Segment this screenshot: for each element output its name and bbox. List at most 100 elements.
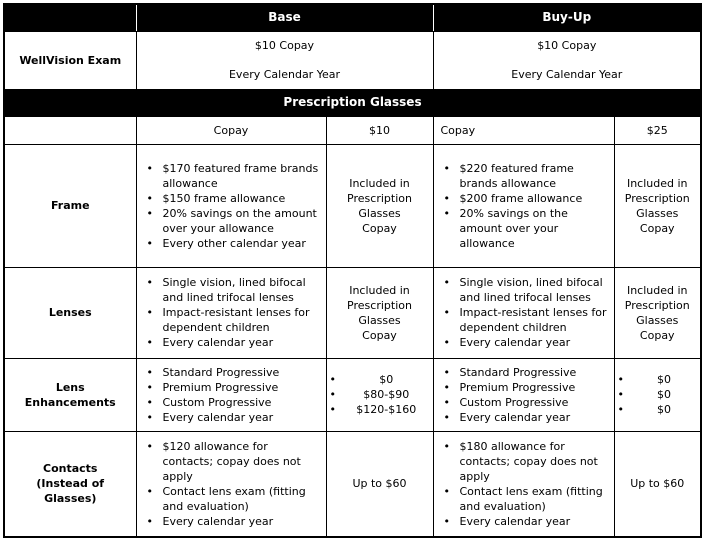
bullet-item: • Every calendar year xyxy=(145,335,320,350)
bullet-icon: • xyxy=(329,403,337,416)
bullet-item: • Every calendar year xyxy=(442,335,608,350)
bullet-text: 20% savings on the amount over your allo… xyxy=(162,206,317,235)
bullet-icon: • xyxy=(146,206,154,220)
frame-base-cost: Included in Prescription Glasses Copay xyxy=(325,143,434,268)
bullet-icon: • xyxy=(146,306,154,319)
frame-base-details: • $170 featured frame brands allowance • $1… xyxy=(135,143,327,268)
plan-header-spacer xyxy=(3,3,137,32)
bullet-text: $220 featured frame brands allowance xyxy=(459,161,574,190)
bullet-icon: • xyxy=(617,388,625,401)
bullet-text: Every calendar year xyxy=(459,514,571,528)
frame-buyup-details: • $220 featured frame brands allowance • $2… xyxy=(432,143,615,268)
lenses-row: Lenses • Single vision, lined bifocal and… xyxy=(3,266,702,359)
bullet-text: $120-$160 xyxy=(356,403,417,416)
bullet-item: • $170 featured frame brands allowance xyxy=(145,161,320,191)
bullet-text: $150 frame allowance xyxy=(162,191,286,205)
bullet-text: Every other calendar year xyxy=(162,236,306,250)
bullet-icon: • xyxy=(146,276,154,289)
bullet-item: • $220 featured frame brands allowance xyxy=(442,161,608,191)
lens-enhancements-buyup-cost: • $0 • $0 • $0 xyxy=(613,357,702,432)
bullet-item: • Custom Progressive xyxy=(145,395,320,410)
plan-header-buyup: Buy-Up xyxy=(432,3,702,32)
bullet-icon: • xyxy=(146,514,154,528)
bullet-item: • $200 frame allowance xyxy=(442,191,608,206)
benefits-table: Base Buy-Up WellVision Exam $10 Copay Ev… xyxy=(2,3,703,538)
bullet-item: • 20% savings on the amount over your all… xyxy=(145,206,320,236)
bullet-item: • Single vision, lined bifocal and lined … xyxy=(145,275,320,305)
bullet-icon: • xyxy=(443,484,451,498)
lens-enhancements-label: Lens Enhancements xyxy=(3,357,137,432)
bullet-icon: • xyxy=(146,365,154,379)
bullet-item: • Custom Progressive xyxy=(442,395,608,410)
bullet-icon: • xyxy=(146,336,154,349)
bullet-item: • Every calendar year xyxy=(145,514,320,529)
frame-label: Frame xyxy=(3,143,137,268)
bullet-icon: • xyxy=(617,373,625,386)
plan-header-row: Base Buy-Up xyxy=(3,3,702,32)
bullet-text: Every calendar year xyxy=(162,514,274,528)
bullet-icon: • xyxy=(443,395,451,409)
lenses-buyup-details: • Single vision, lined bifocal and lined … xyxy=(432,266,615,359)
bullet-item: • Every calendar year xyxy=(442,410,608,425)
bullet-icon: • xyxy=(443,306,451,319)
wellvision-buyup-frequency: Every Calendar Year xyxy=(511,68,623,81)
wellvision-row: WellVision Exam $10 Copay Every Calendar… xyxy=(3,30,702,90)
bullet-text: Every calendar year xyxy=(162,336,274,349)
bullet-item: • Standard Progressive xyxy=(442,365,608,380)
bullet-text: Every calendar year xyxy=(162,410,274,424)
bullet-text: Impact-resistant lenses for dependent ch… xyxy=(459,306,607,334)
contacts-buyup-details: • $180 allowance for contacts; copay does… xyxy=(432,430,615,538)
bullet-icon: • xyxy=(329,373,337,386)
bullet-item: • Every calendar year xyxy=(442,514,608,529)
copay-base-label: Copay xyxy=(135,115,327,145)
bullet-text: 20% savings on the amount over your allo… xyxy=(459,206,568,250)
bullet-icon: • xyxy=(443,439,451,453)
bullet-item: • Standard Progressive xyxy=(145,365,320,380)
bullet-item: • Premium Progressive xyxy=(442,380,608,395)
bullet-item: • $120-$160 xyxy=(330,402,430,417)
bullet-icon: • xyxy=(443,410,451,424)
lens-enhancements-base-details: • Standard Progressive • Premium Progressiv… xyxy=(135,357,327,432)
lenses-buyup-cost: Included in Prescription Glasses Copay xyxy=(613,266,702,359)
lenses-base-cost: Included in Prescription Glasses Copay xyxy=(325,266,434,359)
bullet-text: Single vision, lined bifocal and lined t… xyxy=(162,276,306,304)
bullet-item: • $0 xyxy=(330,372,430,387)
bullet-icon: • xyxy=(443,206,451,220)
bullet-text: $80-$90 xyxy=(363,388,410,401)
bullet-text: $0 xyxy=(379,373,394,386)
copay-base-value: $10 xyxy=(325,115,434,145)
bullet-item: • $0 xyxy=(618,402,698,417)
section-header-row: Prescription Glasses xyxy=(2,88,703,117)
wellvision-base-copay: $10 Copay xyxy=(254,39,315,52)
bullet-item: • $120 allowance for contacts; copay does… xyxy=(145,439,320,484)
bullet-item: • $0 xyxy=(618,387,698,402)
bullet-item: • $150 frame allowance xyxy=(145,191,320,206)
bullet-icon: • xyxy=(146,380,154,394)
bullet-icon: • xyxy=(443,514,451,528)
bullet-text: Single vision, lined bifocal and lined t… xyxy=(459,276,603,304)
bullet-icon: • xyxy=(146,191,154,205)
copay-row: Copay $10 Copay $25 xyxy=(3,115,702,145)
frame-row: Frame • $170 featured frame brands allowa… xyxy=(3,143,702,268)
lenses-label: Lenses xyxy=(3,266,137,359)
bullet-item: • Impact-resistant lenses for dependent c… xyxy=(145,305,320,335)
bullet-icon: • xyxy=(443,336,451,349)
copay-buyup-value: $25 xyxy=(613,115,702,145)
bullet-text: $0 xyxy=(657,373,671,386)
bullet-text: $170 featured frame brands allowance xyxy=(162,161,319,190)
wellvision-buyup-cell: $10 Copay Every Calendar Year xyxy=(432,30,702,90)
lens-enhancements-buyup-details: • Standard Progressive • Premium Progressiv… xyxy=(432,357,615,432)
bullet-item: • Contact lens exam (fitting and evaluati… xyxy=(145,484,320,514)
bullet-text: $0 xyxy=(657,388,671,401)
bullet-item: • $0 xyxy=(618,372,698,387)
lens-enhancements-row: Lens Enhancements • Standard Progressive •… xyxy=(3,357,702,432)
bullet-text: Contact lens exam (fitting and evaluatio… xyxy=(162,484,306,513)
wellvision-label: WellVision Exam xyxy=(3,30,137,90)
bullet-text: Standard Progressive xyxy=(459,365,577,379)
contacts-label: Contacts (Instead of Glasses) xyxy=(3,430,137,538)
section-title: Prescription Glasses xyxy=(2,88,703,117)
bullet-icon: • xyxy=(443,380,451,394)
bullet-text: Premium Progressive xyxy=(459,380,576,394)
bullet-icon: • xyxy=(146,410,154,424)
contacts-buyup-cost: Up to $60 xyxy=(613,430,702,538)
